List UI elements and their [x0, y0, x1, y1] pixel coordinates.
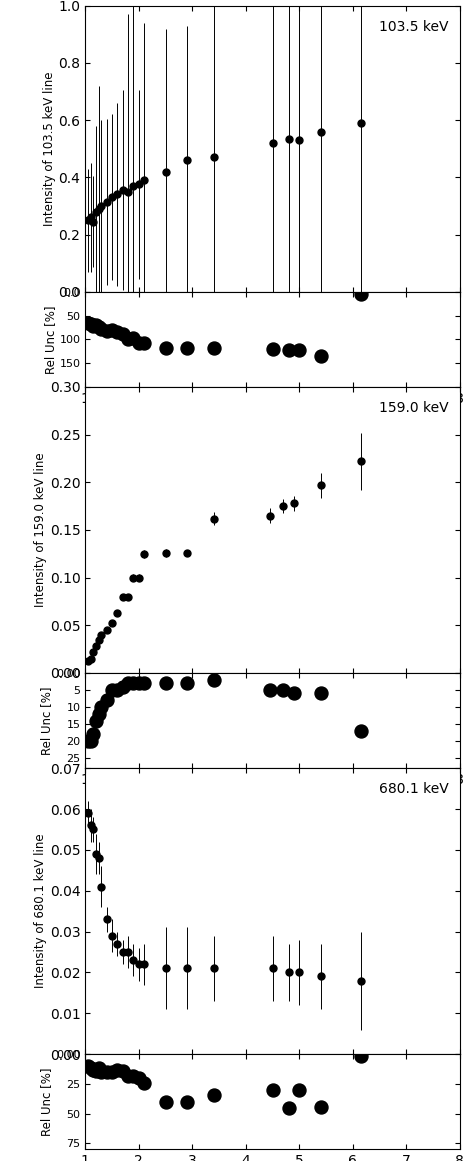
Point — [124, 1066, 132, 1084]
Point — [87, 315, 94, 333]
Point — [317, 1097, 325, 1116]
Y-axis label: Rel Unc [%]: Rel Unc [%] — [40, 1067, 53, 1135]
Point — [90, 317, 97, 336]
Point — [95, 1059, 102, 1077]
Point — [183, 1093, 191, 1111]
Point — [124, 330, 132, 348]
Point — [92, 712, 100, 730]
Point — [92, 1061, 100, 1080]
Text: 159.0 keV: 159.0 keV — [379, 402, 448, 416]
Point — [183, 673, 191, 692]
Point — [108, 1062, 116, 1081]
Point — [90, 1060, 97, 1079]
Point — [357, 721, 365, 740]
Point — [135, 1068, 143, 1087]
Y-axis label: Rel Unc [%]: Rel Unc [%] — [40, 686, 53, 755]
Point — [98, 319, 105, 338]
Point — [84, 313, 92, 332]
Point — [103, 1062, 110, 1081]
Point — [130, 673, 137, 692]
Point — [103, 322, 110, 340]
Point — [95, 318, 102, 337]
Point — [119, 1061, 127, 1080]
Point — [95, 705, 102, 723]
Point — [103, 691, 110, 709]
Point — [114, 323, 121, 341]
Point — [285, 1098, 292, 1117]
Point — [98, 698, 105, 716]
Point — [162, 339, 169, 358]
Point — [357, 284, 365, 303]
Point — [285, 340, 292, 359]
Point — [162, 1093, 169, 1111]
Point — [162, 673, 169, 692]
Point — [210, 339, 218, 358]
Point — [135, 673, 143, 692]
Point — [84, 731, 92, 750]
Point — [183, 339, 191, 358]
Point — [140, 1074, 148, 1093]
Point — [140, 333, 148, 352]
Y-axis label: Rel Unc [%]: Rel Unc [%] — [44, 305, 57, 374]
Point — [269, 339, 276, 358]
X-axis label: Neutron Energy [MeV]: Neutron Energy [MeV] — [195, 411, 350, 425]
Point — [269, 1081, 276, 1099]
Point — [108, 680, 116, 699]
Text: (b): (b) — [262, 805, 283, 820]
Point — [114, 680, 121, 699]
Point — [92, 316, 100, 334]
Y-axis label: Intensity of 103.5 keV line: Intensity of 103.5 keV line — [43, 72, 55, 226]
Point — [124, 673, 132, 692]
Point — [119, 677, 127, 695]
Point — [290, 684, 298, 702]
Point — [84, 1057, 92, 1075]
Point — [135, 334, 143, 353]
Y-axis label: Intensity of 159.0 keV line: Intensity of 159.0 keV line — [34, 453, 47, 607]
Point — [317, 684, 325, 702]
Point — [266, 680, 273, 699]
X-axis label: Neutron Energy [MeV]: Neutron Energy [MeV] — [195, 793, 350, 807]
Point — [130, 329, 137, 347]
Point — [317, 347, 325, 366]
Point — [280, 680, 287, 699]
Point — [114, 1060, 121, 1079]
Point — [119, 324, 127, 342]
Point — [90, 724, 97, 743]
Point — [140, 673, 148, 692]
Point — [87, 731, 94, 750]
Point — [210, 670, 218, 688]
Point — [87, 1059, 94, 1077]
Text: (a): (a) — [262, 424, 283, 438]
Point — [295, 340, 303, 359]
Point — [130, 1066, 137, 1084]
Point — [108, 320, 116, 339]
Point — [357, 1047, 365, 1066]
Text: 103.5 keV: 103.5 keV — [379, 20, 448, 34]
Text: 680.1 keV: 680.1 keV — [379, 783, 448, 796]
Point — [295, 1081, 303, 1099]
Y-axis label: Intensity of 680.1 keV line: Intensity of 680.1 keV line — [34, 834, 47, 988]
Point — [98, 1062, 105, 1081]
Point — [210, 1086, 218, 1104]
